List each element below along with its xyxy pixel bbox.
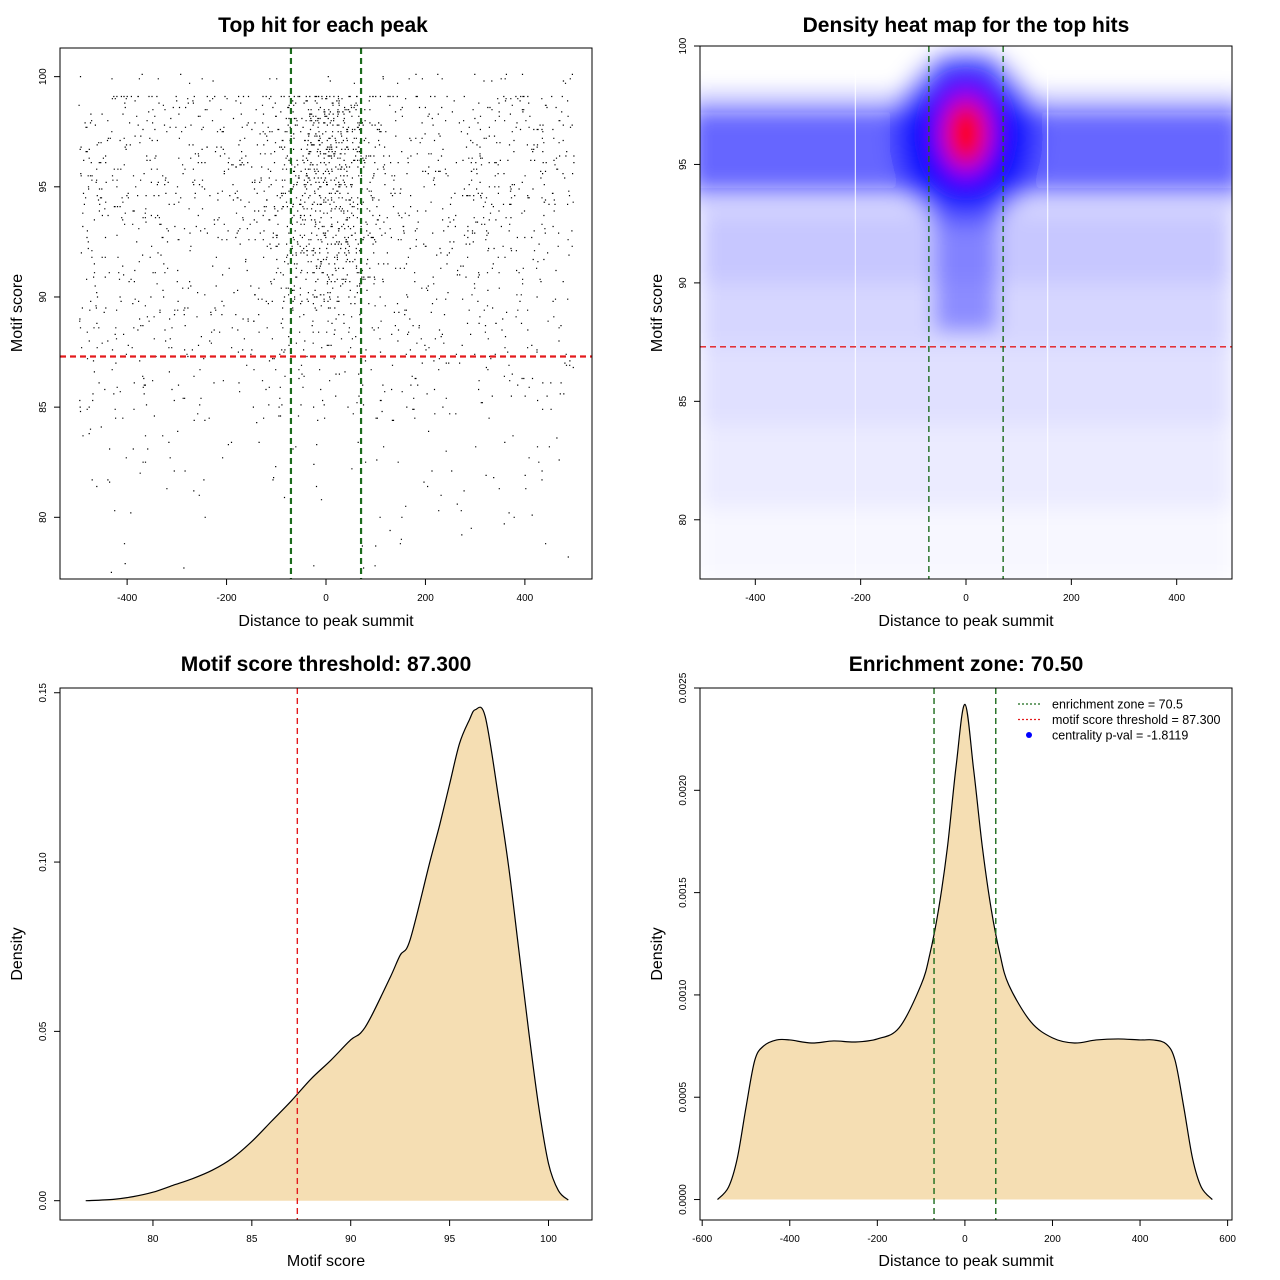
heatmap-y-tick-label: 85 (678, 395, 689, 407)
heatmap-y-tick-label: 95 (678, 158, 689, 170)
score-density-title: Motif score threshold: 87.300 (181, 653, 472, 676)
distance-density-y-tick-label: 0.0015 (678, 877, 689, 908)
distance-density-x-tick-label: -600 (692, 1234, 712, 1245)
scatter-y-tick-label: 90 (38, 291, 49, 303)
distance-density-x-tick-label: 400 (1132, 1234, 1149, 1245)
score-density-x-tick-label: 100 (540, 1234, 557, 1245)
distance-density-x-label: Distance to peak summit (878, 1253, 1054, 1270)
scatter-y-label: Motif score (9, 274, 26, 352)
score-density-curve-line (85, 706, 569, 1202)
distance-density-x-tick-label: -200 (867, 1234, 887, 1245)
distance-density-title: Enrichment zone: 70.50 (849, 653, 1084, 676)
distance-density-x-tick-label: -400 (780, 1234, 800, 1245)
score-density-y-tick-label: 0.15 (38, 683, 49, 703)
heatmap-y-tick-label: 80 (678, 514, 689, 526)
score-density-y-label: Density (9, 927, 26, 980)
heatmap-tint-band (700, 346, 1232, 426)
heatmap-y-label: Motif score (649, 274, 666, 352)
legend-entry-label: enrichment zone = 70.5 (1052, 698, 1183, 712)
score-density-plot-frame (59, 687, 593, 1221)
score-density-x-tick-label: 90 (345, 1234, 357, 1245)
distance-density-y-tick-label: 0.0010 (678, 979, 689, 1010)
heatmap-tint-band (700, 508, 1232, 579)
scatter-point-cloud (78, 73, 575, 573)
heatmap-x-tick-label: -200 (851, 593, 871, 604)
distance-density-x-tick-label: 600 (1219, 1234, 1236, 1245)
distance-density-y-tick-label: 0.0020 (678, 775, 689, 806)
score-density-panel: Motif score threshold: 87.300 80 85 90 95 10… (9, 653, 593, 1270)
heatmap-x-tick-label: 0 (963, 593, 969, 604)
distance-density-panel: Enrichment zone: 70.50 -600 -400 -200 0 200 4… (649, 653, 1236, 1270)
scatter-plot-frame (59, 47, 593, 580)
heatmap-reference-lines (700, 46, 1232, 579)
distance-density-curve (717, 703, 1213, 1200)
distance-density-plot-frame (699, 687, 1233, 1221)
scatter-reference-lines (60, 48, 592, 579)
score-density-axes: 80 85 90 95 100 0.00 0.05 0.10 0.15 (38, 683, 557, 1245)
heatmap-title: Density heat map for the top hits (803, 14, 1130, 37)
scatter-x-tick-label: 400 (517, 593, 534, 604)
heatmap-y-tick-label: 100 (678, 37, 689, 54)
score-density-y-tick-label: 0.05 (38, 1021, 49, 1041)
heatmap-x-tick-label: 400 (1168, 593, 1185, 604)
heatmap-hotspot (928, 75, 1004, 192)
score-density-x-tick-label: 95 (444, 1234, 456, 1245)
heatmap-tint-band (700, 425, 1232, 508)
distance-density-area-fill (717, 704, 1213, 1200)
scatter-x-tick-label: 200 (417, 593, 434, 604)
scatter-points (78, 73, 575, 573)
scatter-x-tick-label: 0 (323, 593, 329, 604)
distance-density-y-tick-label: 0.0005 (678, 1082, 689, 1113)
distance-density-curve-line (717, 703, 1213, 1200)
score-density-x-label: Motif score (287, 1253, 365, 1270)
distance-density-y-tick-label: 0.0025 (678, 672, 689, 703)
distance-density-y-tick-label: 0.0000 (678, 1184, 689, 1215)
scatter-axes: -400 -200 0 200 400 80 85 90 95 100 (38, 68, 534, 604)
heatmap-x-tick-label: -400 (745, 593, 765, 604)
heatmap-x-tick-label: 200 (1063, 593, 1080, 604)
scatter-y-tick-label: 85 (38, 401, 49, 413)
score-density-x-tick-label: 80 (147, 1234, 159, 1245)
score-density-y-tick-label: 0.10 (38, 852, 49, 872)
scatter-title: Top hit for each peak (218, 14, 428, 37)
distance-density-x-tick-label: 0 (962, 1234, 968, 1245)
heatmap-x-label: Distance to peak summit (878, 613, 1054, 630)
distance-density-y-label: Density (649, 927, 666, 980)
heatmap-y-tick-label: 90 (678, 277, 689, 289)
scatter-y-tick-label: 100 (38, 68, 49, 85)
heatmap-axes: -400 -200 0 200 400 80 85 90 95 100 (678, 37, 1185, 604)
distance-density-x-tick-label: 200 (1044, 1234, 1061, 1245)
legend-entry-label: centrality p-val = -1.8119 (1052, 729, 1188, 743)
distance-density-axes: -600 -400 -200 0 200 400 600 0.0000 0.0005 0.0010… (678, 672, 1236, 1245)
scatter-x-tick-label: -200 (217, 593, 237, 604)
heatmap-density (700, 46, 1232, 579)
score-density-x-tick-label: 85 (246, 1234, 258, 1245)
scatter-x-label: Distance to peak summit (238, 613, 414, 630)
scatter-y-tick-label: 80 (38, 511, 49, 523)
scatter-y-tick-label: 95 (38, 181, 49, 193)
score-density-area-fill (85, 707, 569, 1201)
legend-pvalue-marker (1026, 732, 1032, 738)
score-density-y-tick-label: 0.00 (38, 1191, 49, 1211)
heatmap-surface (700, 46, 1232, 579)
legend-entry-label: motif score threshold = 87.300 (1052, 713, 1221, 727)
distance-density-reference-lines (933, 688, 997, 1220)
scatter-x-tick-label: -400 (117, 593, 137, 604)
scatter-panel: Top hit for each peak -400 -200 0 200 400 80 8… (9, 14, 593, 630)
score-density-curve (85, 706, 569, 1202)
heatmap-panel: Density heat map for the top hits -400 -2… (649, 14, 1233, 630)
